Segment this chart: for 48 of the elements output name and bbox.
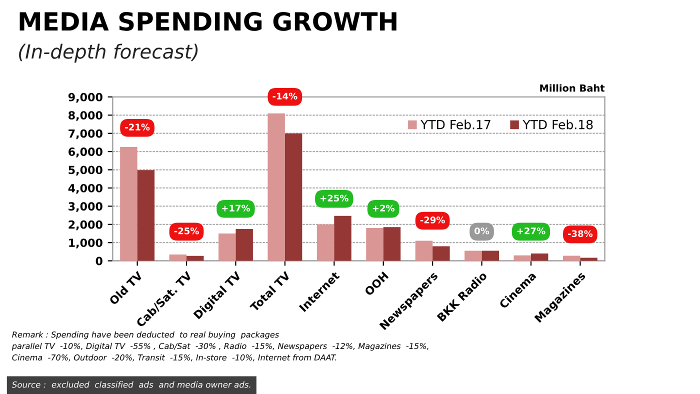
annotation: -38% (568, 230, 593, 238)
bar (236, 228, 253, 261)
annotation: +2% (372, 204, 395, 212)
bar (580, 258, 598, 261)
bar (482, 250, 499, 261)
bar (562, 256, 580, 261)
bar (186, 256, 204, 261)
y-tick-label: 4,000 (68, 184, 102, 194)
y-tick-label: 7,000 (68, 129, 102, 140)
bar (432, 246, 450, 261)
text: Remark : Spending have been deducted to real buying packages parallel TV -10%, Digital TV -55% , Cab/Sat -30% , Radio -15%, Newspapers -12%, Magazines -15%, Cinema -70%, Outdoor -20%, Transit -15%, In-store -10%, Internet from DAAT. (12, 331, 428, 362)
bar (366, 228, 384, 261)
legend-label: YTD Feb.17 (420, 120, 490, 130)
y-tick-label: 8,000 (68, 111, 102, 121)
annotation: +17% (222, 204, 250, 212)
source-note: Source : excluded classified ads and media owner ads. (12, 381, 250, 388)
annotation: -21% (125, 124, 150, 131)
annotation: -25% (174, 227, 199, 234)
bar (334, 216, 352, 261)
y-tick-label: 5,000 (68, 166, 102, 176)
annotation: -14% (272, 92, 298, 100)
bar (530, 254, 548, 261)
bar (316, 224, 334, 261)
bar (514, 255, 531, 261)
y-tick-label: 6,000 (68, 148, 102, 158)
bar (415, 240, 433, 261)
y-axis-title: Million Baht (540, 84, 605, 92)
y-tick-label: 1,000 (69, 238, 102, 248)
bar (284, 133, 302, 261)
bar (137, 170, 155, 261)
chart-subtitle: (In-depth forecast) (19, 44, 198, 63)
annotation: -29% (420, 216, 445, 224)
legend-label: YTD Feb.18 (522, 120, 593, 130)
annotation: +25% (320, 194, 348, 202)
annotation: +27% (517, 227, 546, 234)
bar (268, 113, 285, 261)
x-tick-label: Old TV (108, 270, 144, 306)
bar (169, 254, 187, 261)
y-tick-label: 2,000 (68, 220, 102, 230)
bar (383, 227, 401, 261)
y-tick-label: 9,000 (68, 92, 102, 103)
annotation: 0% (474, 227, 490, 234)
bar (120, 147, 138, 261)
y-tick-label: 0 (96, 256, 102, 266)
bar (218, 234, 236, 261)
chart-title: MEDIA SPENDING GROWTH (20, 12, 396, 31)
y-tick-label: 3,000 (68, 202, 102, 212)
bar (464, 250, 482, 261)
